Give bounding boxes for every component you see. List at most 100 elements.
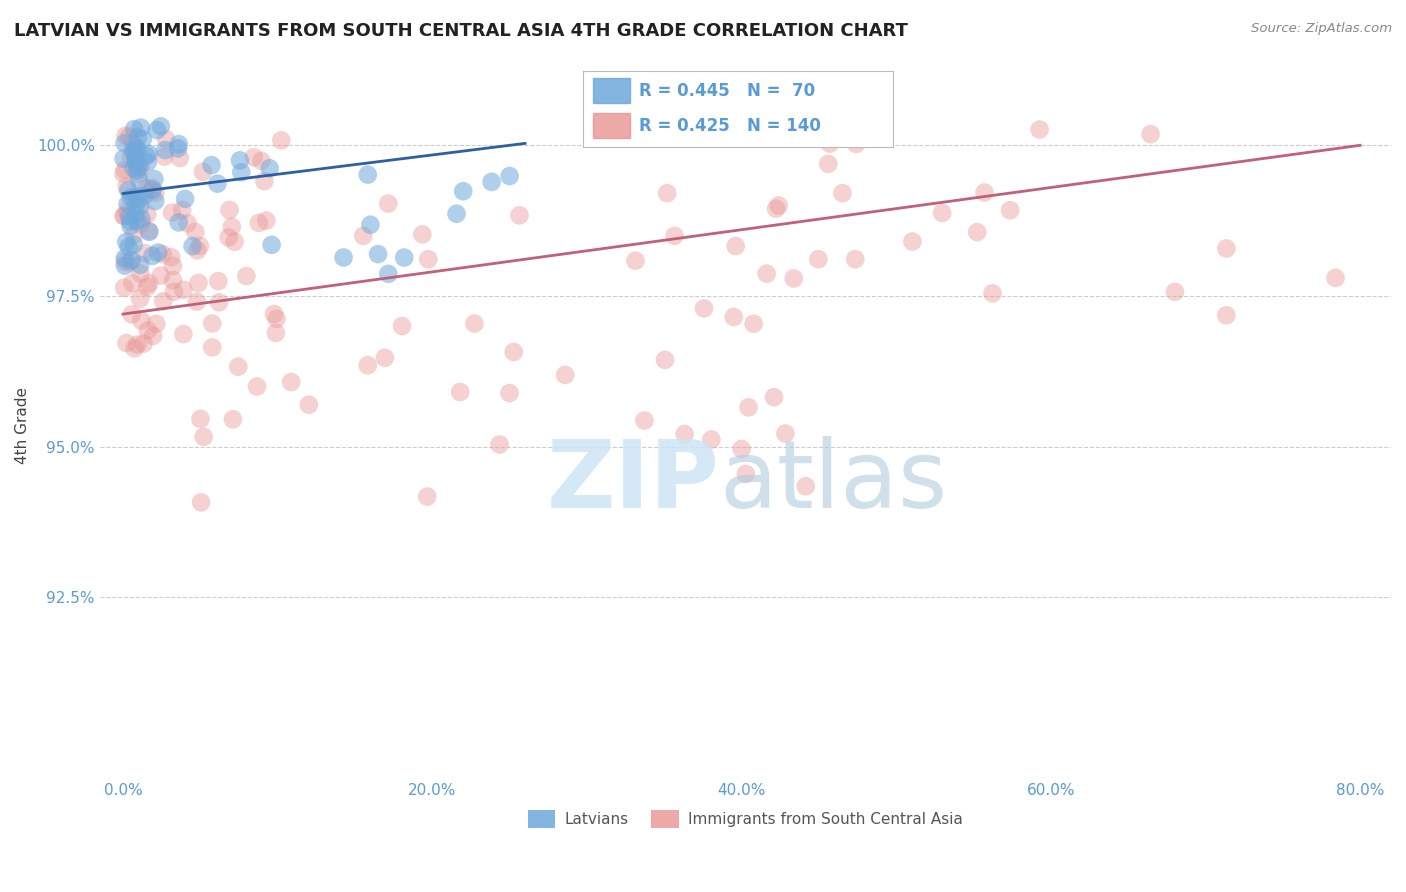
Point bbox=[664, 228, 686, 243]
Point bbox=[121, 136, 143, 151]
Point bbox=[121, 276, 143, 290]
Point bbox=[724, 239, 747, 253]
Text: R = 0.425   N = 140: R = 0.425 N = 140 bbox=[640, 117, 821, 135]
Point bbox=[844, 252, 866, 267]
Point bbox=[367, 247, 389, 261]
Point bbox=[981, 286, 1004, 301]
Point bbox=[392, 251, 415, 265]
Point bbox=[124, 198, 146, 212]
Point bbox=[794, 479, 817, 493]
Point bbox=[1215, 242, 1237, 256]
Point bbox=[181, 239, 204, 253]
Point bbox=[190, 495, 212, 509]
Point bbox=[1215, 308, 1237, 322]
Point bbox=[498, 169, 520, 183]
Point bbox=[114, 251, 136, 265]
Point bbox=[411, 227, 433, 242]
Point bbox=[146, 245, 169, 260]
Point bbox=[231, 165, 253, 179]
Point bbox=[129, 161, 152, 175]
Point bbox=[266, 311, 288, 326]
Text: R = 0.445   N =  70: R = 0.445 N = 70 bbox=[640, 82, 815, 100]
Point bbox=[122, 161, 145, 176]
Point bbox=[117, 197, 139, 211]
Point bbox=[193, 430, 215, 444]
Point bbox=[145, 186, 167, 200]
Point bbox=[155, 143, 177, 157]
Point bbox=[167, 137, 190, 152]
Point bbox=[734, 467, 756, 481]
Point bbox=[554, 368, 576, 382]
Point bbox=[114, 163, 136, 178]
Point bbox=[693, 301, 716, 316]
Point bbox=[112, 209, 135, 223]
Point bbox=[229, 153, 252, 168]
Point bbox=[176, 216, 198, 230]
Point bbox=[723, 310, 745, 324]
Text: Source: ZipAtlas.com: Source: ZipAtlas.com bbox=[1251, 22, 1392, 36]
Point bbox=[129, 267, 152, 281]
Point bbox=[260, 238, 283, 252]
Point bbox=[191, 165, 214, 179]
Point bbox=[901, 235, 924, 249]
Point bbox=[481, 175, 503, 189]
Point bbox=[120, 214, 142, 228]
Point bbox=[122, 228, 145, 243]
Point bbox=[117, 183, 139, 197]
Point bbox=[134, 246, 156, 260]
Point bbox=[673, 427, 696, 442]
Point bbox=[247, 216, 270, 230]
Point bbox=[142, 328, 165, 343]
Point bbox=[160, 205, 183, 219]
Point bbox=[624, 253, 647, 268]
Point bbox=[374, 351, 396, 365]
Point bbox=[657, 186, 679, 201]
Point bbox=[246, 379, 269, 393]
Point bbox=[264, 326, 287, 340]
Point bbox=[155, 132, 177, 146]
Point bbox=[1324, 270, 1347, 285]
Point bbox=[418, 252, 440, 267]
Point bbox=[143, 172, 166, 186]
Point bbox=[118, 129, 141, 144]
Point bbox=[124, 150, 146, 164]
Point bbox=[250, 153, 273, 168]
Point bbox=[172, 283, 194, 297]
Point bbox=[768, 198, 790, 212]
Point bbox=[352, 228, 374, 243]
Point bbox=[127, 144, 149, 158]
Point bbox=[1164, 285, 1187, 299]
Point bbox=[449, 384, 471, 399]
Point bbox=[138, 224, 160, 238]
Point bbox=[737, 401, 759, 415]
Point bbox=[218, 230, 240, 244]
Point bbox=[127, 163, 149, 178]
Point bbox=[184, 225, 207, 239]
Point bbox=[124, 342, 146, 356]
Point bbox=[117, 240, 139, 254]
Point bbox=[187, 276, 209, 290]
Point bbox=[818, 136, 841, 151]
Point bbox=[755, 267, 778, 281]
Point bbox=[132, 132, 155, 146]
Point bbox=[115, 205, 138, 219]
Point bbox=[122, 237, 145, 252]
Point bbox=[807, 252, 830, 267]
Point bbox=[149, 120, 172, 134]
Text: LATVIAN VS IMMIGRANTS FROM SOUTH CENTRAL ASIA 4TH GRADE CORRELATION CHART: LATVIAN VS IMMIGRANTS FROM SOUTH CENTRAL… bbox=[14, 22, 908, 40]
Point bbox=[488, 437, 510, 451]
Point bbox=[141, 181, 163, 195]
Point bbox=[125, 214, 148, 228]
Point bbox=[633, 413, 655, 427]
Point bbox=[162, 259, 184, 273]
Point bbox=[114, 259, 136, 273]
Point bbox=[112, 209, 135, 223]
Point bbox=[451, 184, 474, 198]
Point bbox=[224, 235, 246, 249]
Point bbox=[242, 150, 264, 164]
Point bbox=[131, 313, 153, 327]
Point bbox=[152, 247, 174, 261]
Point bbox=[169, 151, 191, 165]
Point bbox=[167, 141, 190, 155]
Point bbox=[298, 398, 321, 412]
